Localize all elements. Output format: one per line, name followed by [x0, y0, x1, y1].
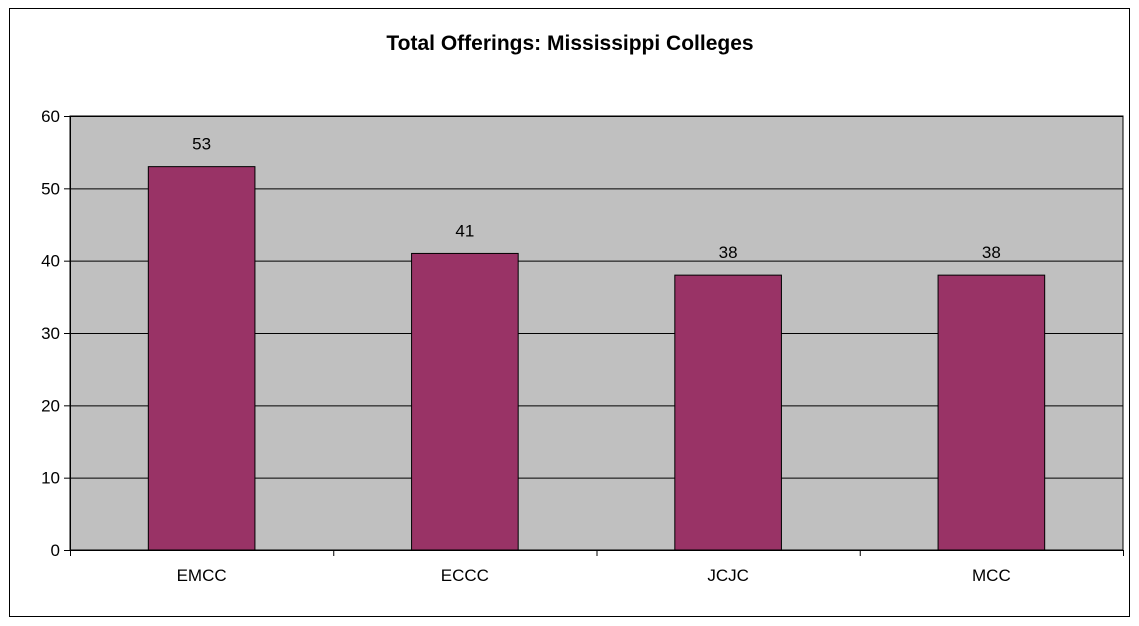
y-tick-label: 40: [41, 252, 60, 271]
y-tick-label: 10: [41, 469, 60, 488]
data-label-mcc: 38: [982, 243, 1001, 262]
y-tick-label: 0: [51, 541, 60, 560]
data-labels: 53 41 38 38: [192, 135, 1001, 263]
axes: [64, 116, 1124, 556]
bar-jcjc: [674, 274, 782, 551]
x-tick-labels: EMCC ECCC JCJC MCC: [177, 566, 1011, 585]
x-tick-label-emcc: EMCC: [177, 566, 227, 585]
bars: [147, 166, 1046, 551]
y-tick-label: 60: [41, 107, 60, 126]
y-tick-label: 20: [41, 396, 60, 415]
x-tick-label-mcc: MCC: [972, 566, 1011, 585]
x-tick-label-jcjc: JCJC: [707, 566, 749, 585]
y-tick-labels: 0 10 20 30 40 50 60: [41, 107, 60, 560]
bar-chart: Total Offerings: Mississippi Colleges 53…: [41, 32, 1124, 585]
bar-mcc: [937, 274, 1046, 551]
data-label-eccc: 41: [455, 221, 474, 240]
chart-title: Total Offerings: Mississippi Colleges: [386, 32, 753, 55]
chart-frame: Total Offerings: Mississippi Colleges 53…: [9, 8, 1130, 617]
data-label-emcc: 53: [192, 135, 211, 154]
bar-eccc: [411, 252, 519, 551]
bar-emcc: [147, 166, 256, 551]
y-tick-label: 30: [41, 324, 60, 343]
x-tick-label-eccc: ECCC: [441, 566, 489, 585]
data-label-jcjc: 38: [719, 243, 738, 262]
y-tick-label: 50: [41, 179, 60, 198]
